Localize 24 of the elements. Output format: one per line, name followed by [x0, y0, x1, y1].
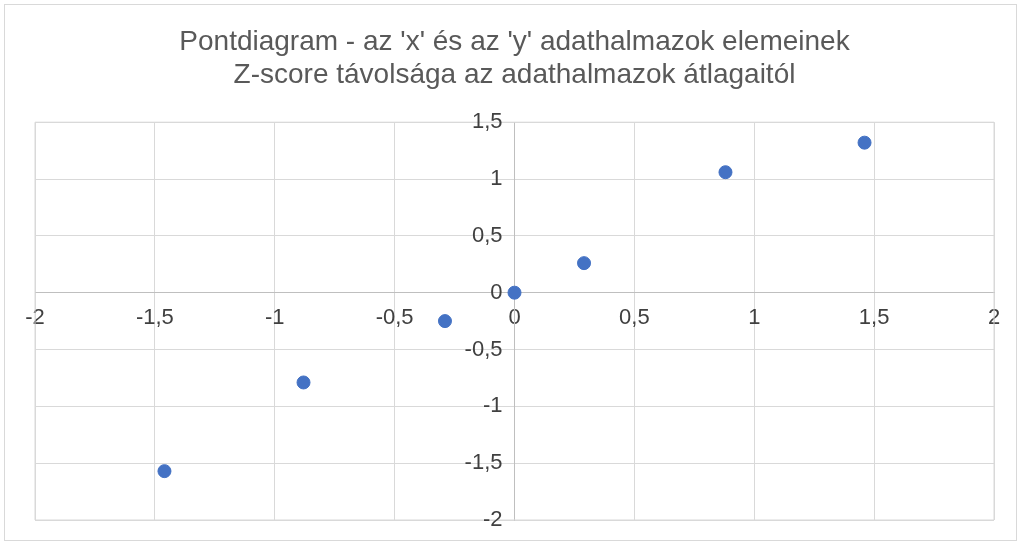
point — [296, 375, 311, 390]
point — [857, 135, 872, 150]
point — [437, 314, 452, 329]
y-tick-label: 0 — [490, 278, 503, 304]
x-tick-label: -0,5 — [375, 303, 414, 329]
x-tick-label: -1 — [264, 303, 285, 329]
x-tick-label: 0,5 — [619, 303, 650, 329]
x-tick-label: -1,5 — [135, 303, 174, 329]
y-tick-label: 1 — [490, 165, 503, 191]
x-tick-label: 1 — [748, 303, 761, 329]
point — [507, 285, 522, 300]
point — [157, 464, 172, 479]
y-tick-label: -1 — [482, 392, 503, 418]
y-tick-label: -0,5 — [464, 335, 503, 361]
y-tick-label: 0,5 — [471, 221, 503, 247]
x-tick-label: 1,5 — [858, 303, 890, 329]
point — [577, 256, 592, 271]
y-tick-label: -2 — [482, 506, 503, 532]
y-tick-label: 1,5 — [471, 108, 503, 134]
chart-title: Pontdiagram - az 'x' és az 'y' adathalmazok elemeinek Z-score távolsága az adathalmazok átlagaitól — [179, 24, 851, 90]
point — [718, 165, 733, 180]
x-tick-label: -2 — [25, 303, 45, 329]
x-tick-label: 2 — [987, 303, 1001, 329]
y-tick-label: -1,5 — [464, 449, 503, 475]
